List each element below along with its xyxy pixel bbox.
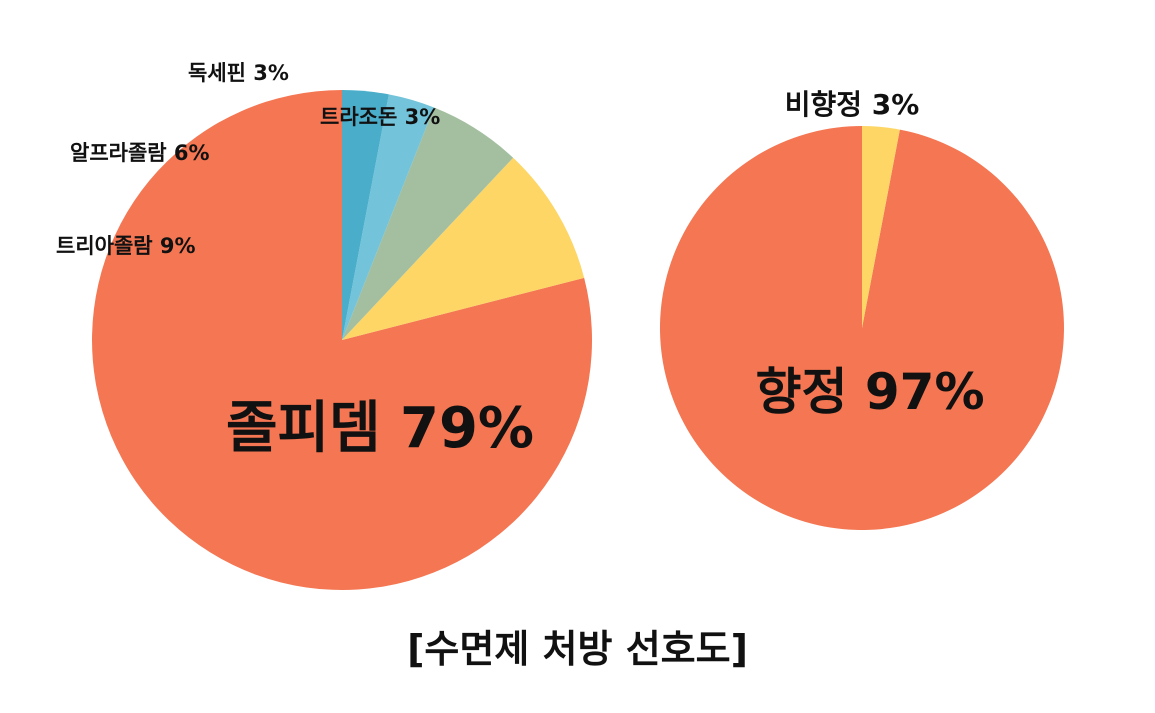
pie-0-slice-2 [342,107,514,340]
chart-caption: [수면제 처방 선호도] [407,627,748,671]
pie-0-slice-1 [342,157,585,340]
pie-0-slice-1-label: 트리아졸람 9% [56,234,196,258]
pie-0-slice-2-label: 알프라졸람 6% [70,141,210,165]
pie-0-slice-3-label: 독세핀 3% [188,61,289,85]
pie-0-slice-0-label: 졸피뎀 79% [226,396,534,461]
pie-0-slice-4-label: 트라조돈 3% [320,105,440,129]
pie-1-slice-0-label: 향정 97% [755,363,984,421]
pie-1-slice-1-label: 비향정 3% [785,88,920,121]
pie-chart-hypnotic-drugs: 졸피뎀 79% 트리아졸람 9% 알프라졸람 6% 독세핀 3% 트라조돈 3% [56,61,593,590]
pie-0-slice-3 [342,94,435,341]
pie-1-slice-1 [862,126,900,328]
pie-0-slice-0 [92,90,593,590]
pie-1-slice-0 [659,126,1064,530]
pie-chart-psychotropic-class: 향정 97% 비향정 3% [659,88,1064,530]
pie-0-slice-4 [342,90,389,340]
